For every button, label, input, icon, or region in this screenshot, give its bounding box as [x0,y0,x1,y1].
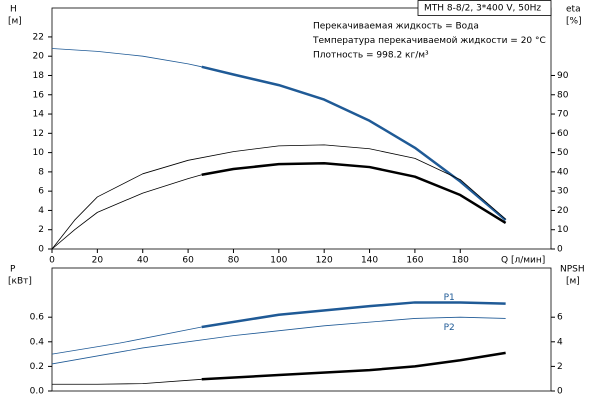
x-tick-label: 80 [228,256,240,266]
y2-tick-label: 80 [557,90,569,100]
y2-tick-label: 70 [557,110,569,120]
y-tick-label: 12 [33,129,44,139]
y2-tick-label: 2 [557,362,563,372]
curve [51,48,202,68]
title-box [417,0,552,16]
curve [201,351,506,381]
curve-label: P2 [444,323,455,333]
annotation: Плотность = 998.2 кг/м³ [313,51,429,61]
x-tick-label: 0 [49,256,55,266]
curve [51,326,202,355]
y-tick-label: 14 [33,110,45,120]
y-tick-label: 18 [33,71,45,81]
x-tick-label: 160 [406,256,423,266]
y2-tick-label: 6 [557,313,563,323]
y-axis-label: H [10,5,17,15]
y2-axis-unit: [м] [566,277,580,287]
y2-tick-label: 10 [557,225,569,235]
curve [201,65,507,222]
x-tick-label: 100 [270,256,287,266]
curve [201,301,506,329]
curve [51,144,506,250]
y-tick-label: 10 [33,148,45,158]
y-tick-label: 8 [38,167,44,177]
y-tick-label: 0 [38,245,44,255]
y2-tick-label: 50 [557,148,569,158]
curve [51,174,202,250]
y2-tick-label: 60 [557,129,569,139]
x-tick-label: 40 [137,256,149,266]
y-tick-label: 4 [38,206,44,216]
x-tick-label: 140 [361,256,378,266]
annotation: Перекачиваемая жидкость = Вода [313,22,479,32]
x-axis-label: Q [л/мин] [501,256,545,266]
curve [201,161,507,225]
curve [52,378,202,385]
y2-axis-label: NPSH [560,265,585,275]
y-tick-label: 20 [33,52,45,62]
curve [51,316,506,365]
x-tick-label: 180 [452,256,469,266]
plot-frame [51,267,552,392]
y-tick-label: 16 [33,90,45,100]
y2-tick-label: 30 [557,187,569,197]
y-tick-label: 22 [33,32,44,42]
y-tick-label: 0.2 [30,362,44,372]
y-tick-label: 0.0 [30,387,45,397]
y2-axis-unit: [%] [566,17,582,27]
y2-tick-label: 40 [557,167,569,177]
y-tick-label: 0.4 [30,337,45,347]
y2-tick-label: 20 [557,206,569,216]
y-axis-unit: [кВт] [8,277,32,287]
y-tick-label: 6 [38,187,44,197]
chart-title: MTH 8-8/2, 3*400 V, 50Hz [424,4,541,14]
annotation: Температура перекачиваемой жидкости = 20… [312,36,546,46]
y2-tick-label: 0 [557,245,563,255]
y-tick-label: 0.6 [30,313,45,323]
plot-frame [51,7,552,250]
y2-tick-label: 4 [557,337,563,347]
y2-tick-label: 0 [557,387,563,397]
y-axis-label: P [10,265,16,275]
y-tick-label: 2 [38,225,44,235]
y2-axis-label: eta [566,5,581,15]
y-axis-unit: [м] [8,17,22,27]
y2-tick-label: 90 [557,71,569,81]
curve-label: P1 [444,293,455,303]
x-tick-label: 120 [316,256,333,266]
x-tick-label: 60 [182,256,194,266]
x-tick-label: 20 [92,256,104,266]
